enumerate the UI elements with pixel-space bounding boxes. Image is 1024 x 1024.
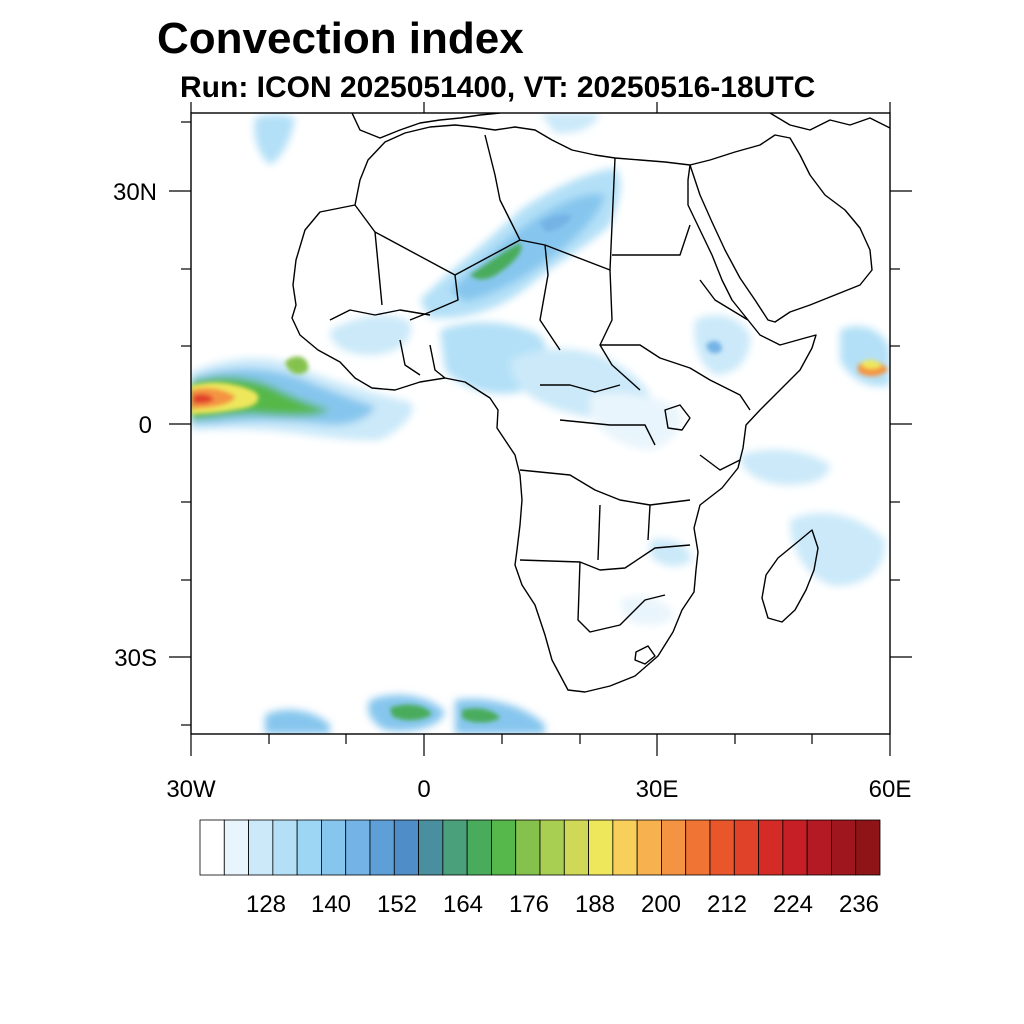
- border-7: [612, 224, 691, 256]
- colorbar-label: 152: [377, 891, 417, 918]
- border-8: [600, 344, 751, 411]
- colorbar-box: [418, 819, 444, 876]
- south-core-3: [462, 708, 500, 723]
- border-13: [577, 561, 666, 633]
- coastlines-borders: [291, 113, 890, 693]
- colorbar-box: [806, 819, 832, 876]
- colorbar-box: [321, 819, 347, 876]
- itcz-core-red: [193, 393, 214, 404]
- colorbar-labels: 128 140 152 164 176 188 200 212 224 236: [246, 891, 879, 918]
- axis-ticks: [169, 102, 912, 756]
- border-11: [519, 469, 691, 506]
- border-2: [374, 157, 616, 276]
- colorbar-box: [345, 819, 371, 876]
- colorbar-box: [442, 819, 468, 876]
- colorbar-box: [855, 819, 881, 876]
- colorbar-box: [733, 819, 759, 876]
- chart-title: Convection index: [157, 14, 524, 63]
- colorbar-label: 200: [641, 891, 681, 918]
- colorbar-box: [612, 819, 638, 876]
- lat-label-30n: 30N: [113, 179, 157, 206]
- colorbar-box: [661, 819, 687, 876]
- south-patch-3: [455, 698, 545, 734]
- colorbar-label: 140: [311, 891, 351, 918]
- africa-coastline: [291, 124, 817, 693]
- west-coast-blob: [285, 356, 309, 375]
- south-core-2: [390, 704, 432, 721]
- colorbar-box: [539, 819, 565, 876]
- east-indian-ocean-patch: [740, 449, 830, 486]
- colorbar-box: [223, 819, 249, 876]
- colorbar-label: 212: [707, 891, 747, 918]
- colorbar-box: [515, 819, 541, 876]
- colorbar: [199, 819, 881, 876]
- lon-label-60e: 60E: [869, 776, 912, 803]
- arabia-coastline: [689, 134, 873, 323]
- border-19: [429, 344, 446, 379]
- south-patch-1: [265, 709, 330, 734]
- border-10: [559, 419, 656, 446]
- colorbar-box: [199, 819, 225, 876]
- border-4: [484, 134, 521, 241]
- colorbar-label: 176: [509, 891, 549, 918]
- colorbar-box: [709, 819, 735, 876]
- colorbar-box: [248, 819, 274, 876]
- ethiopia-patch: [694, 315, 751, 375]
- madagascar: [761, 529, 819, 623]
- sahara-band-core: [470, 243, 522, 280]
- ethiopia-core: [706, 340, 722, 354]
- colorbar-label: 164: [443, 891, 483, 918]
- colorbar-box: [782, 819, 808, 876]
- border-16: [699, 454, 741, 471]
- south-africa-east-patch: [620, 596, 675, 626]
- colorbar-box: [831, 819, 857, 876]
- lon-label-0: 0: [417, 776, 430, 803]
- border-17: [329, 309, 431, 321]
- border-20: [699, 279, 749, 321]
- sahara-band-core-2: [540, 214, 572, 232]
- lon-label-30w: 30W: [166, 776, 216, 803]
- congo-patch: [590, 393, 681, 450]
- lake-victoria: [664, 404, 691, 431]
- chart-subtitle: Run: ICON 2025051400, VT: 20250516-18UTC: [180, 71, 816, 104]
- med-top-patch: [540, 113, 600, 134]
- colorbar-box: [393, 819, 419, 876]
- colorbar-box: [685, 819, 711, 876]
- lat-label-30s: 30S: [114, 645, 157, 672]
- lesotho: [634, 645, 656, 665]
- lon-label-30e: 30E: [636, 776, 679, 803]
- colorbar-box: [491, 819, 517, 876]
- border-15: [647, 504, 651, 541]
- border-9: [540, 384, 621, 393]
- border-3: [409, 274, 459, 321]
- convection-field: [191, 113, 890, 734]
- colorbar-box: [296, 819, 322, 876]
- colorbar-box: [563, 819, 589, 876]
- colorbar-label: 188: [575, 891, 615, 918]
- colorbar-label: 128: [246, 891, 286, 918]
- sahel-patch-west: [330, 315, 411, 356]
- asia-coast-top: [769, 113, 890, 131]
- colorbar-box: [758, 819, 784, 876]
- colorbar-box: [466, 819, 492, 876]
- border-12: [519, 544, 691, 571]
- border-14: [597, 504, 601, 561]
- north-top-patch: [254, 114, 295, 165]
- colorbar-box: [588, 819, 614, 876]
- colorbar-box: [272, 819, 298, 876]
- southern-europe-coast: [351, 113, 501, 139]
- border-5: [539, 244, 561, 351]
- colorbar-box: [636, 819, 662, 876]
- border-18: [399, 339, 421, 376]
- colorbar-box: [369, 819, 395, 876]
- colorbar-label: 236: [839, 891, 879, 918]
- lat-label-0: 0: [139, 412, 152, 439]
- arabian-sea-core-2: [862, 359, 882, 369]
- colorbar-label: 224: [773, 891, 813, 918]
